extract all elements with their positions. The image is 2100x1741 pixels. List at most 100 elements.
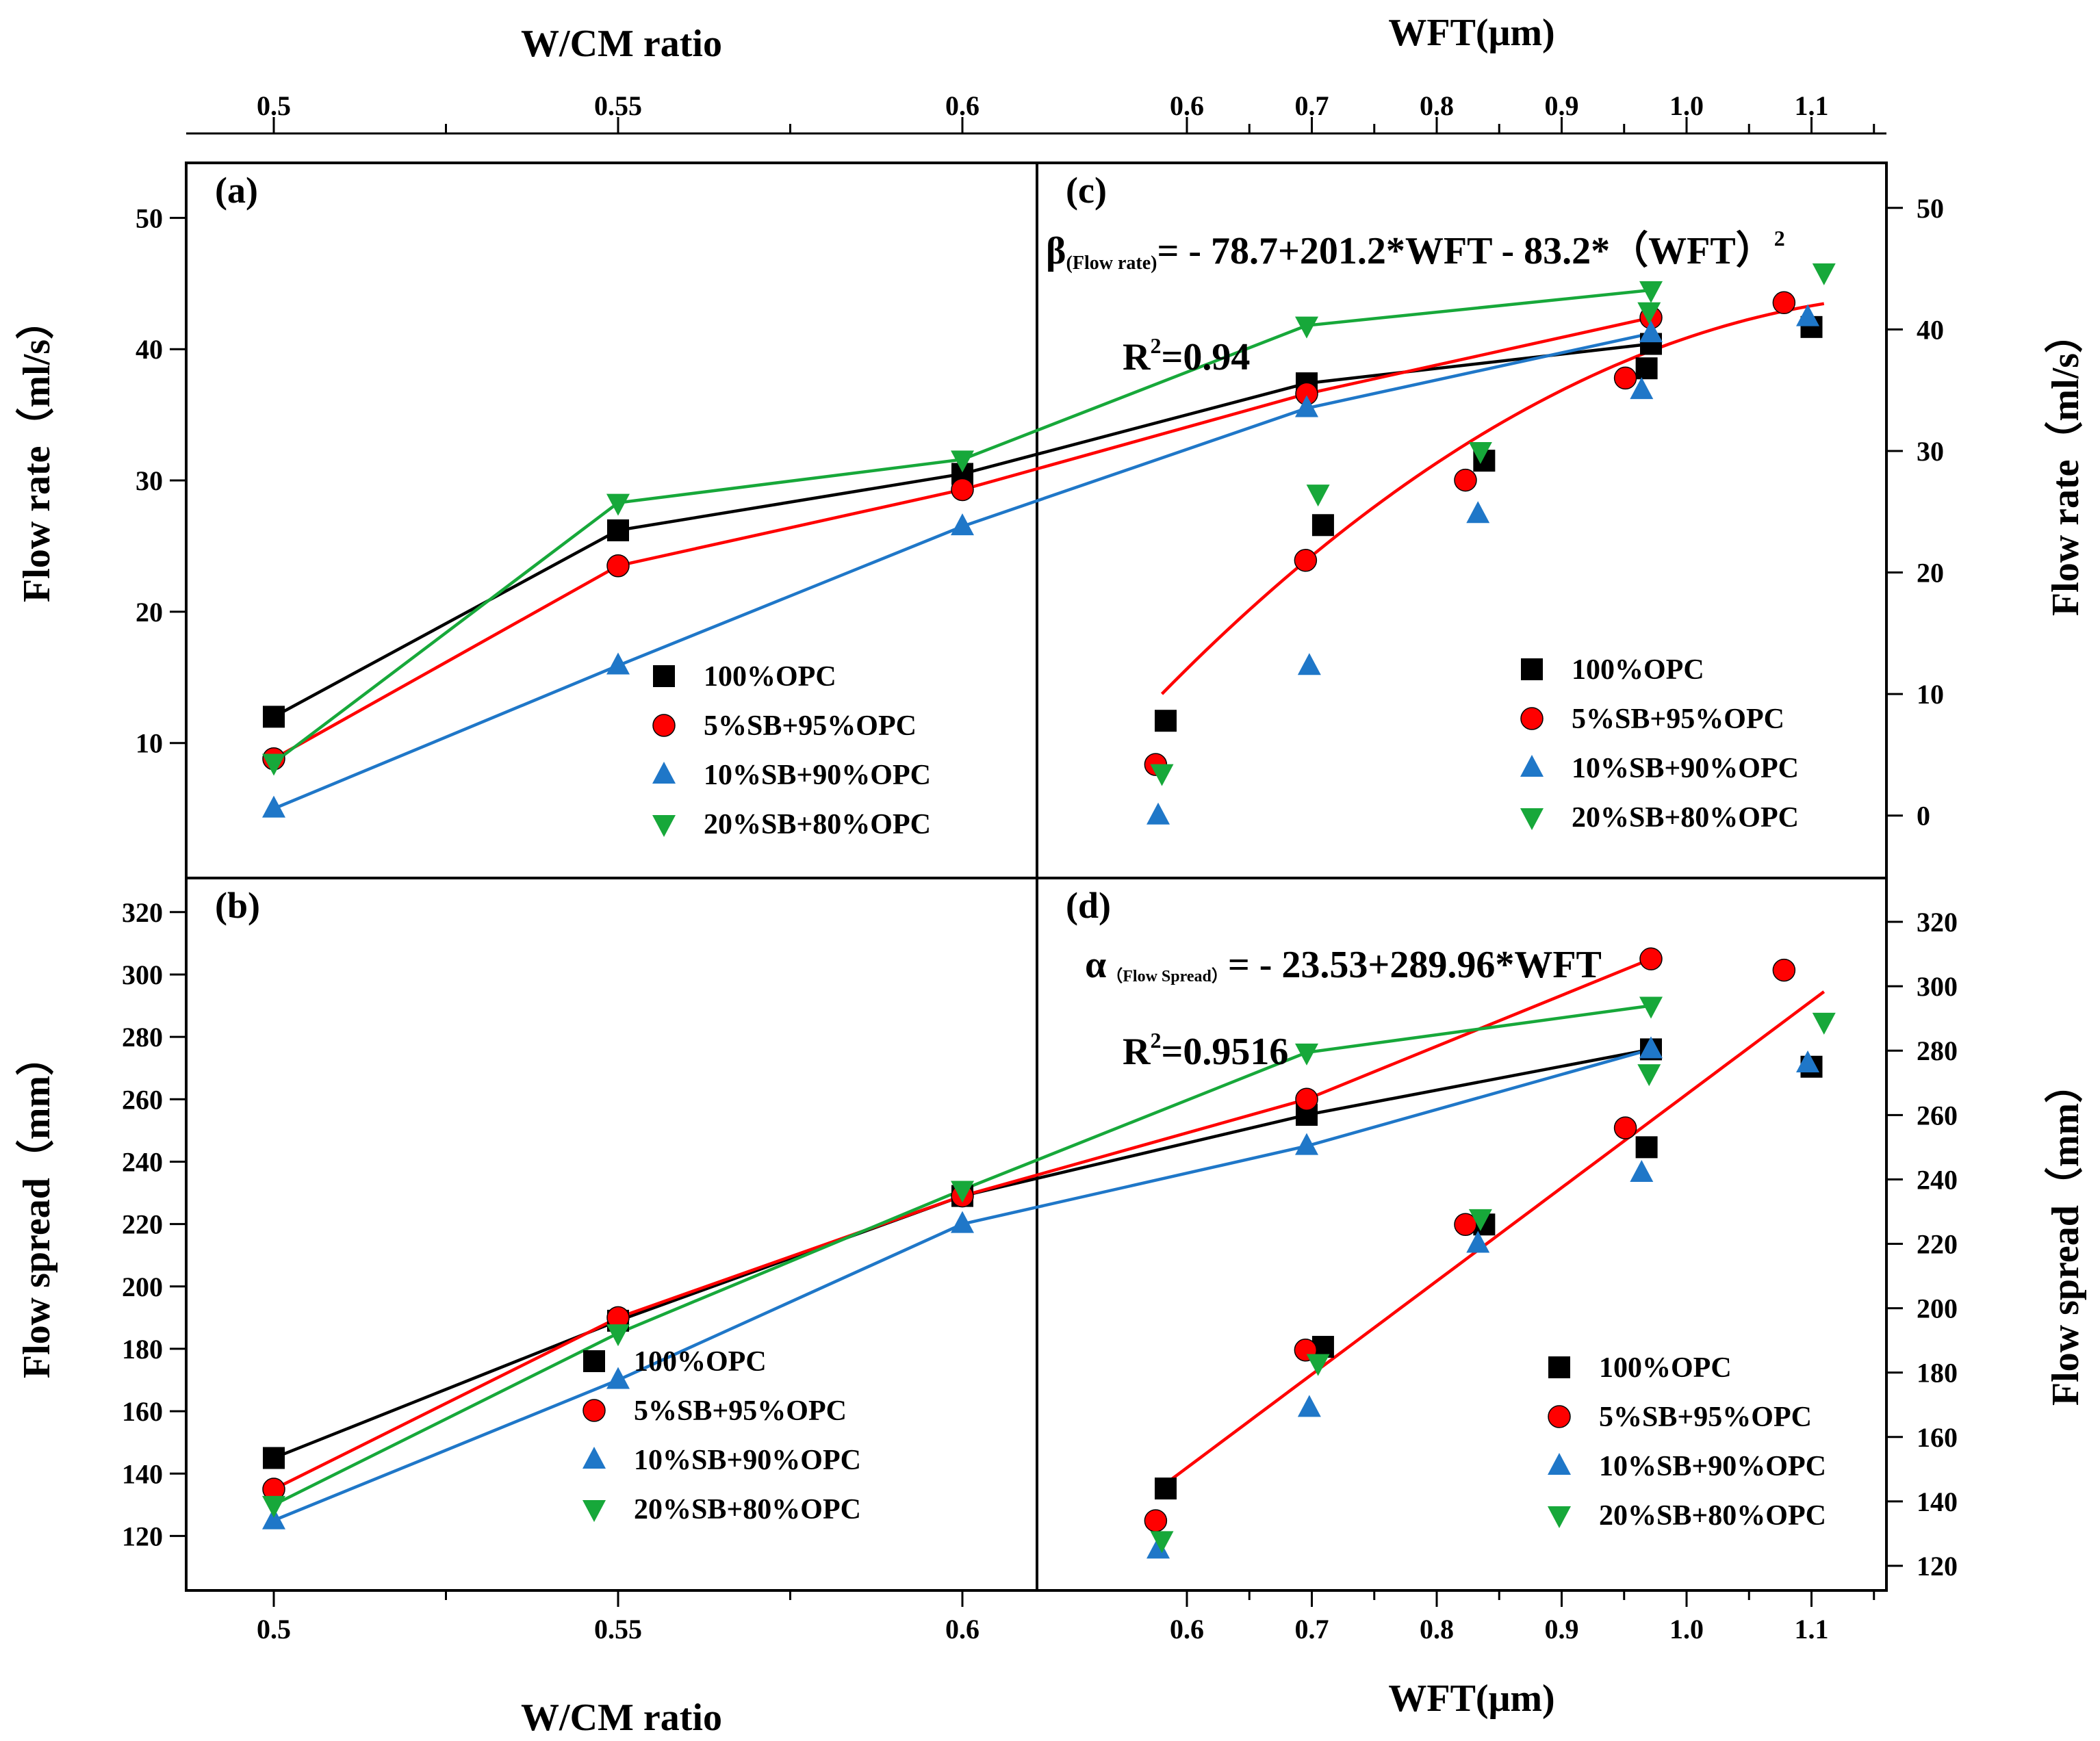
y-tick-label-d: 240 <box>1917 1164 1958 1195</box>
data-point-d <box>1635 1136 1658 1159</box>
y-tick-label-a: 50 <box>136 203 163 233</box>
data-point-b <box>1639 996 1663 1019</box>
fit-curve-d <box>1155 990 1826 1493</box>
markers-layer <box>262 263 1836 1559</box>
top-left-axis-title: W/CM ratio <box>521 23 722 65</box>
y-tick-label-d: 200 <box>1917 1293 1958 1324</box>
data-point-d <box>1613 1116 1637 1139</box>
data-point-b <box>951 1181 974 1203</box>
fit-curve-c <box>1160 302 1825 695</box>
data-point-c <box>1311 514 1334 537</box>
data-point-c <box>1613 366 1637 390</box>
data-point-d <box>1468 1209 1492 1231</box>
x-tick-label-d: 1.0 <box>1669 1614 1704 1645</box>
data-point-a <box>262 753 285 776</box>
legend-marker-d <box>1548 1356 1570 1378</box>
x-tick-label-d: 1.1 <box>1795 1614 1829 1645</box>
r2-sup: 2 <box>1150 1028 1161 1053</box>
equation-c: β(Flow rate)= - 78.7+201.2*WFT - 83.2*（W… <box>1046 226 1785 274</box>
data-point-b <box>1295 1087 1318 1111</box>
legend-label-b: 10%SB+90%OPC <box>634 1445 861 1476</box>
y-tick-label-a: 40 <box>136 334 163 365</box>
data-point-a <box>1295 395 1318 417</box>
legend-label-c: 5%SB+95%OPC <box>1572 704 1784 735</box>
data-point-a <box>607 519 629 541</box>
series-line-a <box>272 315 1652 760</box>
x-tick-label-c: 0.8 <box>1420 90 1454 121</box>
y-tick-label-d: 260 <box>1917 1100 1958 1131</box>
data-point-c <box>1630 377 1654 400</box>
x-tick-label-c: 1.0 <box>1669 90 1704 121</box>
legend-marker-b <box>582 1399 606 1422</box>
data-point-a <box>951 478 974 502</box>
x-tick-label-d: 0.7 <box>1295 1614 1329 1645</box>
data-point-d <box>1772 958 1796 982</box>
r2-value: =0.94 <box>1161 336 1250 378</box>
data-point-d <box>1144 1509 1168 1532</box>
r2-prefix: R <box>1123 336 1151 378</box>
bottom-left-axis-title: W/CM ratio <box>521 1697 722 1739</box>
series-line-b <box>272 1004 1652 1506</box>
eq-body: = - 23.53+289.96*WFT <box>1228 944 1602 986</box>
legend-marker-d <box>1548 1506 1571 1528</box>
r2-prefix: R <box>1123 1031 1151 1073</box>
x-tick-label-b: 0.5 <box>257 1614 291 1645</box>
data-point-c <box>1637 302 1661 324</box>
top-right-axis-title: WFT(μm) <box>1388 12 1554 54</box>
data-point-d <box>1150 1531 1174 1553</box>
data-point-a <box>951 450 974 473</box>
panel-label-b: (b) <box>215 885 260 926</box>
y-tick-label-a: 30 <box>136 465 163 496</box>
legend-marker-c <box>1520 755 1544 777</box>
data-point-c <box>1454 468 1477 492</box>
y-tick-label-d: 220 <box>1917 1229 1958 1260</box>
legend-marker-c <box>1520 808 1544 830</box>
y-tick-label-b: 240 <box>122 1146 163 1177</box>
right-top-ylabel: Flow rate（ml/s） <box>2044 315 2087 616</box>
legend-label-b: 100%OPC <box>634 1346 767 1378</box>
legend-marker-a <box>652 762 676 784</box>
data-point-b <box>1639 947 1663 970</box>
y-tick-label-b: 160 <box>122 1396 163 1427</box>
data-point-c <box>1796 304 1820 326</box>
legend-label-d: 5%SB+95%OPC <box>1599 1402 1812 1433</box>
series-line-b <box>273 1048 1652 1460</box>
y-tick-label-a: 20 <box>136 597 163 628</box>
data-point-a <box>606 652 630 675</box>
x-tick-label-d: 0.8 <box>1420 1614 1454 1645</box>
data-point-c <box>1147 802 1170 825</box>
data-point-b <box>951 1211 974 1233</box>
y-tick-label-d: 120 <box>1917 1551 1958 1582</box>
data-point-c <box>1297 653 1321 675</box>
legend-marker-a <box>652 815 676 837</box>
y-tick-label-b: 320 <box>122 897 163 928</box>
data-point-c <box>1812 263 1836 285</box>
data-point-d <box>1637 1064 1661 1087</box>
panel-label-c: (c) <box>1066 170 1107 211</box>
y-tick-label-b: 220 <box>122 1209 163 1240</box>
data-point-d <box>1454 1213 1477 1237</box>
left-bottom-ylabel: Flow spread（mm） <box>15 1037 58 1378</box>
data-point-a <box>1639 281 1663 303</box>
left-top-ylabel: Flow rate（ml/s） <box>15 301 58 602</box>
x-tick-label-c: 0.9 <box>1545 90 1579 121</box>
data-point-d <box>1154 1478 1177 1500</box>
legend-marker-a <box>652 714 676 737</box>
data-point-b <box>262 1507 285 1530</box>
data-point-d <box>1306 1354 1330 1376</box>
y-tick-label-d: 300 <box>1917 971 1958 1002</box>
y-tick-label-d: 180 <box>1917 1358 1958 1389</box>
y-tick-label-d: 280 <box>1917 1035 1958 1066</box>
y-tick-label-d: 140 <box>1917 1486 1958 1517</box>
y-tick-label-b: 300 <box>122 959 163 990</box>
y-tick-label-b: 140 <box>122 1458 163 1489</box>
bottom-right-axis-title: WFT(μm) <box>1388 1677 1554 1720</box>
data-point-d <box>1796 1050 1820 1073</box>
legend-marker-d <box>1548 1405 1571 1428</box>
y-tick-label-a: 10 <box>136 728 163 759</box>
eq-alpha: α <box>1085 944 1106 986</box>
fit-layer <box>1155 302 1826 1493</box>
r2-sup: 2 <box>1150 333 1161 358</box>
legend-marker-c <box>1521 658 1543 680</box>
